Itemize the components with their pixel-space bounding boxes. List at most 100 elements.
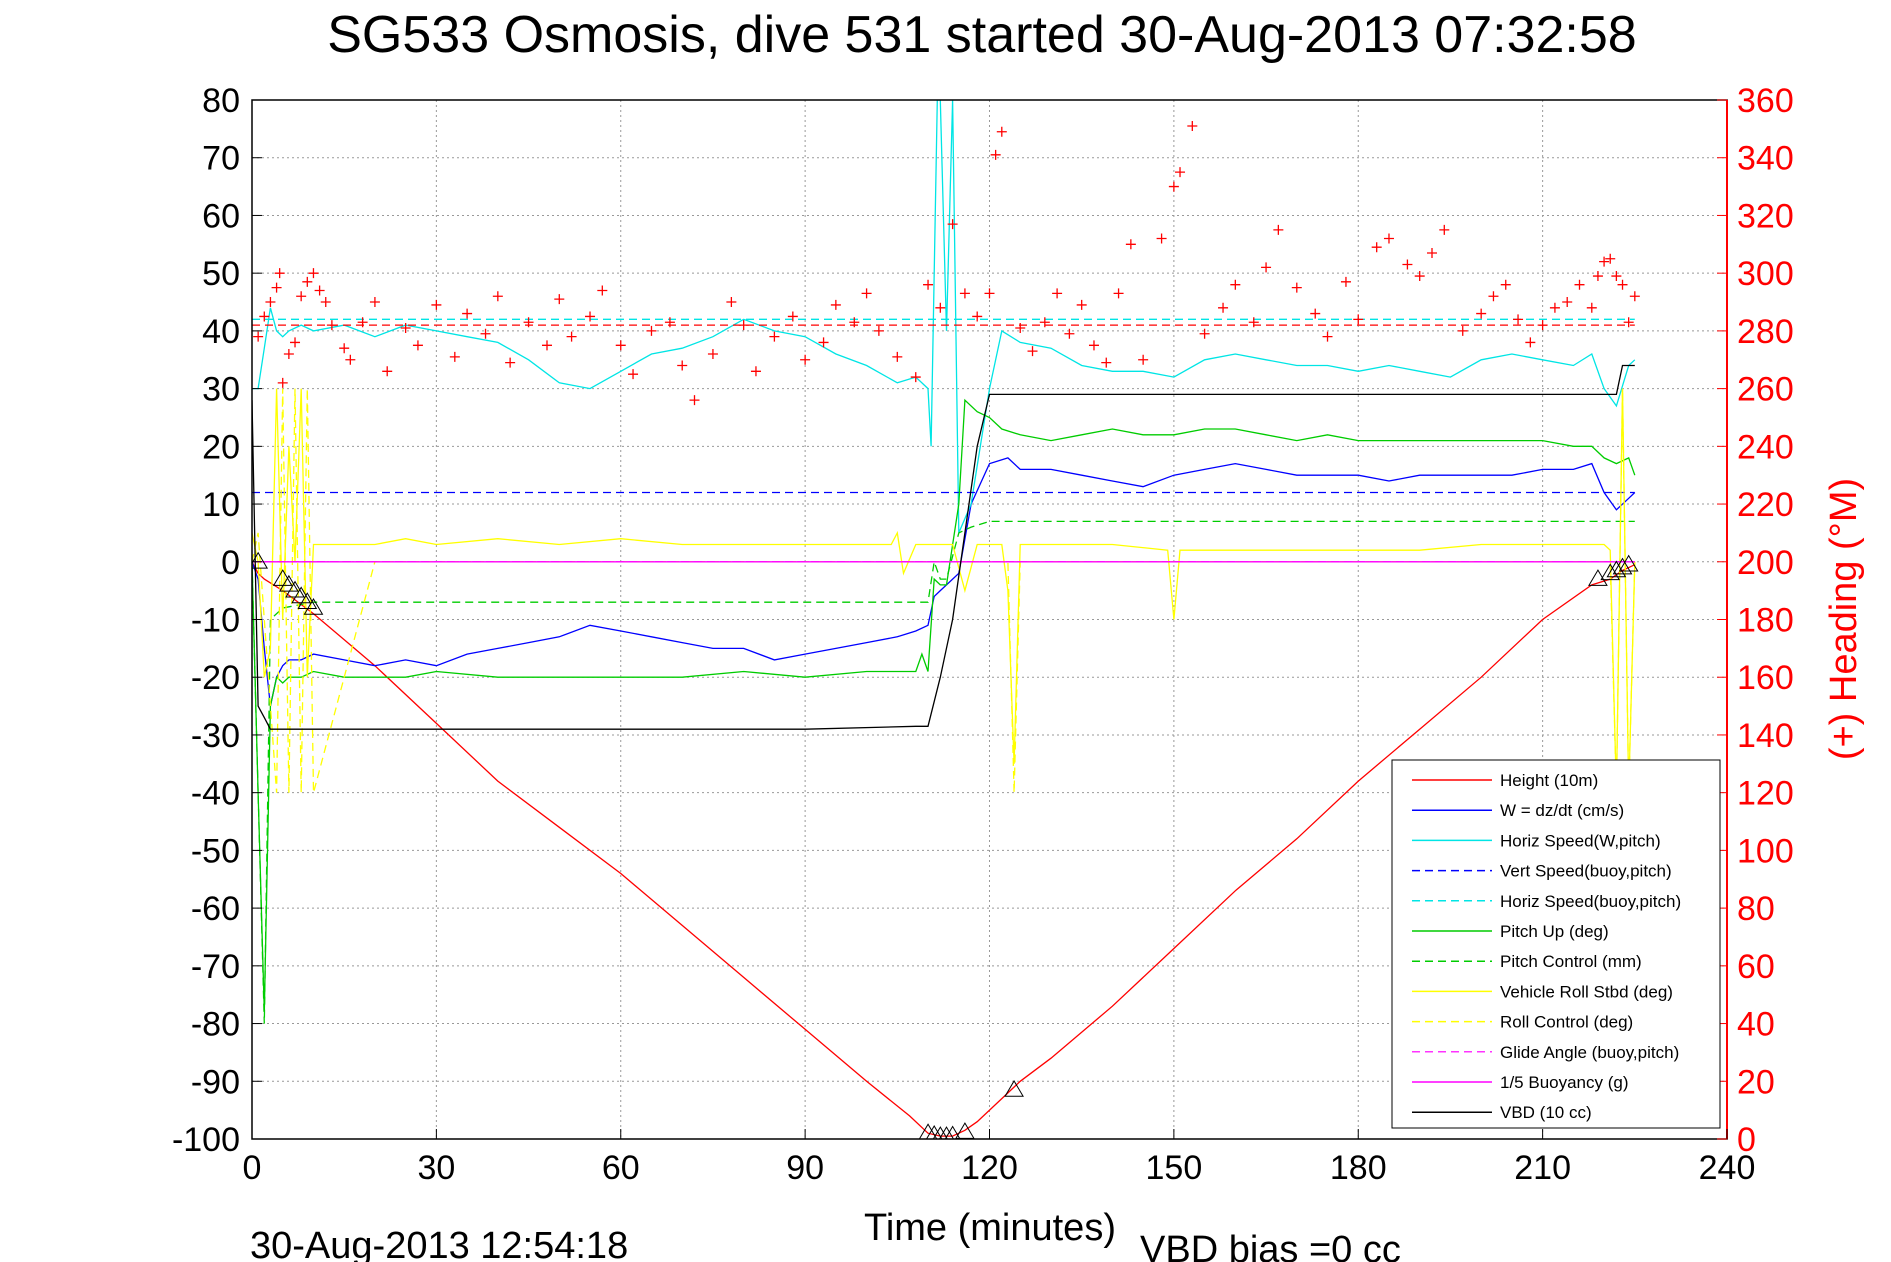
right-tick-label: 300 (1737, 255, 1794, 293)
left-tick-label: -60 (191, 890, 240, 928)
left-tick-label: -10 (191, 602, 240, 640)
heading-point (271, 282, 282, 293)
x-axis-label: Time (minutes) (864, 1207, 1116, 1249)
left-tick-label: 10 (202, 486, 240, 524)
right-axis-ticks: 3603403203002802602402202001801601401201… (1717, 82, 1794, 1159)
heading-point (1488, 291, 1499, 302)
heading-point (1101, 357, 1112, 368)
right-tick-label: 320 (1737, 197, 1794, 235)
heading-point (910, 372, 921, 383)
heading-point (1549, 302, 1560, 313)
x-tick-label: 60 (602, 1149, 640, 1187)
heading-point (873, 325, 884, 336)
left-axis-ticks: 80 70 60 50 40 30 20 10 0 -10 -20 -30 -40 -50 -60 -70 -8… (172, 82, 262, 1159)
heading-point (769, 331, 780, 342)
left-tick-label: 20 (202, 428, 240, 466)
heading-point (984, 288, 995, 299)
left-tick-label: -70 (191, 948, 240, 986)
heading-point (412, 340, 423, 351)
legend-label: Vehicle Roll Stbd (deg) (1500, 982, 1673, 1001)
heading-point (1562, 297, 1573, 308)
heading-point (947, 219, 958, 230)
heading-point (1199, 328, 1210, 339)
triangle-marker (1612, 557, 1633, 575)
right-tick-label: 40 (1737, 1006, 1775, 1044)
heading-point (990, 149, 1001, 160)
heading-points (252, 120, 1640, 406)
heading-point (726, 297, 737, 308)
heading-point (707, 348, 718, 359)
triangle-marker (918, 1123, 938, 1139)
heading-point (480, 328, 491, 339)
heading-point (800, 354, 811, 365)
chart-title: SG533 Osmosis, dive 531 started 30-Aug-2… (327, 6, 1636, 64)
heading-point (1273, 224, 1284, 235)
legend-box (1391, 759, 1721, 1129)
x-tick-label: 0 (243, 1149, 262, 1187)
heading-point (1015, 323, 1026, 334)
heading-point (585, 311, 596, 322)
heading-point (787, 311, 798, 322)
left-tick-label: 0 (221, 544, 240, 582)
x-tick-label: 240 (1699, 1149, 1756, 1187)
heading-point (1414, 271, 1425, 282)
heading-point (1427, 247, 1437, 258)
series-line-height-10m (252, 561, 1636, 1137)
plot-area (252, 100, 1640, 1139)
heading-point (750, 366, 761, 377)
right-tick-label: 180 (1737, 602, 1794, 640)
triangle-marker (279, 574, 299, 592)
heading-point (1525, 337, 1536, 348)
heading-point (849, 317, 860, 328)
heading-point (1039, 317, 1050, 328)
legend-label: Roll Control (deg) (1500, 1013, 1633, 1032)
right-axis-label: (+) Heading (°M) (1823, 478, 1865, 760)
heading-point (283, 348, 294, 359)
series-line-vehicle-roll-stbd-deg (252, 388, 1636, 793)
x-tick-label: 30 (417, 1149, 455, 1187)
heading-point (1187, 120, 1198, 131)
heading-point (646, 325, 657, 336)
left-tick-label: 40 (202, 313, 240, 351)
heading-point (1457, 325, 1468, 336)
right-tick-label: 20 (1737, 1063, 1775, 1101)
series-line-vbd-10-cc (252, 364, 1635, 730)
heading-point (462, 308, 473, 319)
right-tick-label: 240 (1737, 428, 1794, 466)
legend-label: Pitch Up (deg) (1500, 922, 1609, 941)
heading-point (1052, 288, 1063, 299)
heading-point (1113, 288, 1124, 299)
left-tick-label: 60 (202, 197, 240, 235)
right-tick-label: 160 (1737, 659, 1794, 697)
heading-point (1537, 320, 1548, 331)
left-tick-label: -90 (191, 1063, 240, 1101)
heading-point (935, 302, 946, 313)
left-tick-label: -40 (191, 775, 240, 813)
heading-point (1064, 328, 1075, 339)
heading-point (357, 317, 368, 328)
heading-point (664, 317, 675, 328)
heading-point (1353, 314, 1364, 325)
triangle-marker (925, 1124, 943, 1139)
right-tick-label: 140 (1737, 717, 1794, 755)
triangle-marker (272, 569, 293, 586)
heading-point (274, 268, 285, 279)
heading-point (1402, 259, 1413, 270)
heading-point (1261, 262, 1272, 273)
heading-point (1156, 233, 1167, 244)
heading-point (861, 288, 872, 299)
series-line-roll-control-deg (252, 388, 1636, 793)
triangle-marker (1004, 1079, 1024, 1097)
heading-point (320, 297, 331, 308)
heading-point (554, 294, 565, 305)
right-tick-label: 80 (1737, 890, 1775, 928)
heading-point (1248, 317, 1259, 328)
heading-point (830, 299, 841, 310)
series-line-w-dz-dt-cm-s (252, 457, 1636, 707)
heading-point (1230, 279, 1241, 290)
right-tick-label: 120 (1737, 775, 1794, 813)
legend-label: Horiz Speed(W,pitch) (1500, 831, 1661, 850)
legend-label: Horiz Speed(buoy,pitch) (1500, 892, 1681, 911)
heading-point (308, 268, 319, 279)
heading-point (1513, 314, 1524, 325)
